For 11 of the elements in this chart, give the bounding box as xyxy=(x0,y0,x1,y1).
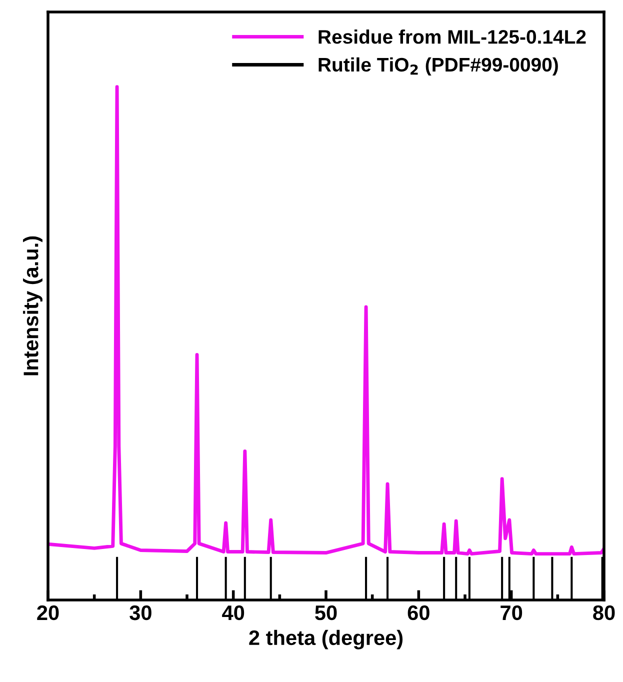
x-tick-label: 20 xyxy=(37,605,59,620)
x-tick-label: 80 xyxy=(593,605,615,620)
x-tick-label: 30 xyxy=(130,605,152,620)
x-tick-label: 60 xyxy=(408,605,430,620)
y-axis-title: Intensity (a.u.) xyxy=(23,236,42,376)
legend-label: Residue from MIL-125-0.14L2 xyxy=(318,30,586,44)
x-tick-label: 40 xyxy=(222,605,244,620)
legend-label: Rutile TiO$_{2}$ (PDF#99-0090) xyxy=(318,57,558,76)
x-axis-title: 2 theta (degree) xyxy=(249,630,403,650)
x-tick-label: 50 xyxy=(315,605,337,620)
x-tick-label: 70 xyxy=(500,605,522,620)
